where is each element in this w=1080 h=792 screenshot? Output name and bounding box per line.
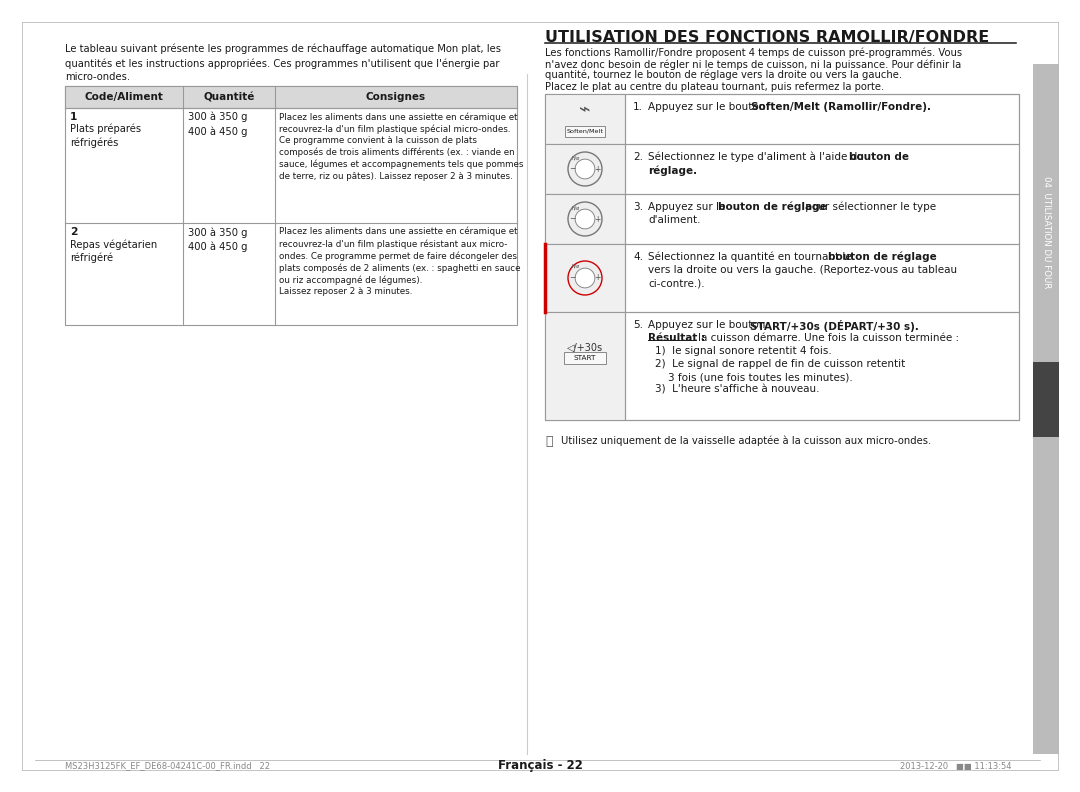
Text: 1.: 1. — [633, 102, 643, 112]
Bar — [545, 244, 625, 312]
Text: Sélectionnez la quantité en tournant le: Sélectionnez la quantité en tournant le — [648, 252, 855, 262]
Text: 2)  Le signal de rappel de fin de cuisson retentit: 2) Le signal de rappel de fin de cuisson… — [654, 359, 905, 369]
Text: Appuyez sur le bouton: Appuyez sur le bouton — [648, 102, 769, 112]
Text: h/ø: h/ø — [571, 155, 579, 160]
Text: 300 à 350 g
400 à 450 g: 300 à 350 g 400 à 450 g — [188, 227, 247, 252]
Text: h/ø: h/ø — [571, 264, 579, 269]
Text: n'avez donc besoin de régler ni le temps de cuisson, ni la puissance. Pour défin: n'avez donc besoin de régler ni le temps… — [545, 59, 961, 70]
Text: la cuisson démarre. Une fois la cuisson terminée :: la cuisson démarre. Une fois la cuisson … — [698, 333, 959, 343]
Text: Soften/Melt: Soften/Melt — [567, 128, 604, 134]
Text: Repas végétarien
réfrigéré: Repas végétarien réfrigéré — [70, 239, 158, 264]
Text: +: + — [595, 273, 600, 283]
Bar — [65, 86, 517, 108]
Text: 4.: 4. — [633, 252, 643, 262]
Text: Utilisez uniquement de la vaisselle adaptée à la cuisson aux micro-ondes.: Utilisez uniquement de la vaisselle adap… — [561, 435, 931, 445]
Circle shape — [568, 261, 602, 295]
Text: Soften/Melt (Ramollir/Fondre).: Soften/Melt (Ramollir/Fondre). — [751, 102, 931, 112]
Text: 3.: 3. — [633, 202, 643, 212]
Text: Placez les aliments dans une assiette en céramique et
recouvrez-la d'un film pla: Placez les aliments dans une assiette en… — [279, 227, 521, 296]
Text: bouton de réglage: bouton de réglage — [828, 252, 936, 262]
Text: h/ø: h/ø — [571, 205, 579, 210]
Text: vers la droite ou vers la gauche. (Reportez-vous au tableau: vers la droite ou vers la gauche. (Repor… — [648, 265, 957, 275]
Text: Appuyez sur le: Appuyez sur le — [648, 202, 729, 212]
Text: 04  UTILISATION DU FOUR: 04 UTILISATION DU FOUR — [1041, 176, 1051, 288]
Bar — [545, 144, 625, 194]
Text: 3 fois (une fois toutes les minutes).: 3 fois (une fois toutes les minutes). — [669, 372, 853, 382]
Circle shape — [568, 202, 602, 236]
Circle shape — [576, 209, 595, 229]
Text: bouton de réglage: bouton de réglage — [718, 202, 827, 212]
Bar — [625, 312, 1020, 420]
Text: 2.: 2. — [633, 152, 643, 162]
Bar — [1032, 362, 1059, 437]
Text: bouton de: bouton de — [849, 152, 909, 162]
Text: ci-contre.).: ci-contre.). — [648, 278, 704, 288]
Text: ⓘ: ⓘ — [545, 435, 553, 448]
Text: ⌁: ⌁ — [579, 101, 591, 120]
Bar — [545, 194, 625, 244]
Circle shape — [568, 152, 602, 186]
Text: +: + — [595, 215, 600, 223]
Text: 2013-12-20   ■■ 11:13:54: 2013-12-20 ■■ 11:13:54 — [900, 761, 1012, 771]
Text: Code/Aliment: Code/Aliment — [84, 92, 163, 102]
Text: 5.: 5. — [633, 320, 643, 330]
Text: 1)  le signal sonore retentit 4 fois.: 1) le signal sonore retentit 4 fois. — [654, 346, 832, 356]
Text: START/+30s (DÉPART/+30 s).: START/+30s (DÉPART/+30 s). — [750, 320, 919, 332]
Bar — [545, 94, 625, 144]
Bar — [1032, 64, 1059, 754]
Text: UTILISATION DES FONCTIONS RAMOLLIR/FONDRE: UTILISATION DES FONCTIONS RAMOLLIR/FONDR… — [545, 30, 989, 45]
Text: Le tableau suivant présente les programmes de réchauffage automatique Mon plat, : Le tableau suivant présente les programm… — [65, 44, 501, 82]
Text: −: − — [569, 215, 576, 223]
Text: −: − — [569, 165, 576, 173]
Bar — [625, 194, 1020, 244]
Text: quantité, tournez le bouton de réglage vers la droite ou vers la gauche.: quantité, tournez le bouton de réglage v… — [545, 70, 902, 81]
Bar — [565, 126, 605, 137]
Text: Résultat :: Résultat : — [648, 333, 705, 343]
Bar — [545, 312, 625, 420]
Text: pour sélectionner le type: pour sélectionner le type — [802, 202, 936, 212]
Text: Consignes: Consignes — [366, 92, 427, 102]
Bar — [625, 244, 1020, 312]
Text: START: START — [573, 355, 596, 361]
Text: Placez les aliments dans une assiette en céramique et
recouvrez-la d'un film pla: Placez les aliments dans une assiette en… — [279, 112, 524, 181]
Text: 1: 1 — [70, 112, 78, 122]
Text: 300 à 350 g
400 à 450 g: 300 à 350 g 400 à 450 g — [188, 112, 247, 137]
Text: MS23H3125FK_EF_DE68-04241C-00_FR.indd   22: MS23H3125FK_EF_DE68-04241C-00_FR.indd 22 — [65, 761, 270, 771]
Text: Quantité: Quantité — [203, 92, 255, 102]
Circle shape — [576, 268, 595, 287]
Bar — [65, 86, 517, 325]
Text: ◁/+30s: ◁/+30s — [567, 343, 603, 353]
Text: Plats préparés
réfrigérés: Plats préparés réfrigérés — [70, 124, 141, 148]
Text: −: − — [569, 273, 576, 283]
Text: 2: 2 — [70, 227, 78, 237]
Bar — [625, 94, 1020, 144]
Text: Français - 22: Français - 22 — [498, 760, 582, 772]
Bar — [625, 144, 1020, 194]
Circle shape — [576, 159, 595, 179]
Text: Les fonctions Ramollir/Fondre proposent 4 temps de cuisson pré-programmés. Vous: Les fonctions Ramollir/Fondre proposent … — [545, 48, 962, 59]
Text: Placez le plat au centre du plateau tournant, puis refermez la porte.: Placez le plat au centre du plateau tour… — [545, 82, 885, 92]
Text: 3)  L'heure s'affiche à nouveau.: 3) L'heure s'affiche à nouveau. — [654, 385, 820, 395]
Text: réglage.: réglage. — [648, 165, 697, 176]
Text: Appuyez sur le bouton: Appuyez sur le bouton — [648, 320, 769, 330]
Text: d'aliment.: d'aliment. — [648, 215, 701, 225]
Bar — [564, 352, 606, 364]
Bar — [545, 94, 1020, 420]
Text: +: + — [595, 165, 600, 173]
Text: Sélectionnez le type d'aliment à l'aide du: Sélectionnez le type d'aliment à l'aide … — [648, 152, 867, 162]
